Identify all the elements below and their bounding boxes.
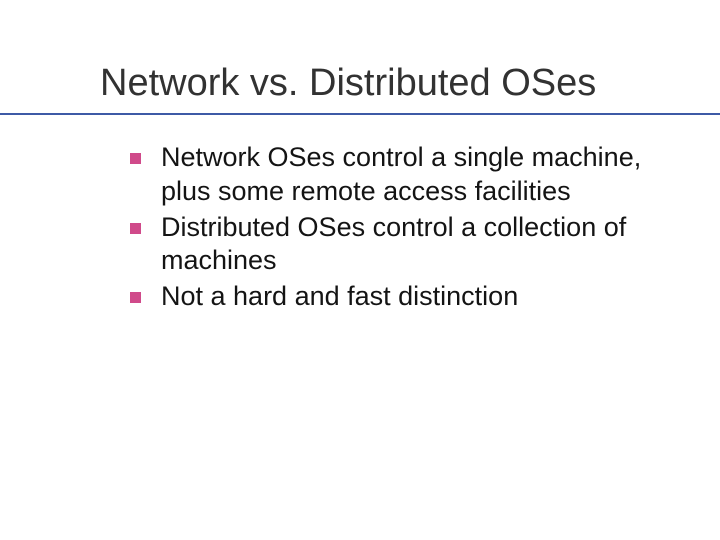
bullet-item: Not a hard and fast distinction — [130, 280, 680, 314]
slide: Network vs. Distributed OSes Network OSe… — [0, 0, 720, 540]
square-bullet-icon — [130, 153, 141, 164]
bullet-item: Network OSes control a single machine, p… — [130, 141, 680, 209]
bullet-text: Network OSes control a single machine, p… — [161, 141, 680, 209]
square-bullet-icon — [130, 223, 141, 234]
square-bullet-icon — [130, 292, 141, 303]
slide-body: Network OSes control a single machine, p… — [0, 115, 720, 314]
bullet-text: Distributed OSes control a collection of… — [161, 211, 680, 279]
bullet-text: Not a hard and fast distinction — [161, 280, 680, 314]
bullet-item: Distributed OSes control a collection of… — [130, 211, 680, 279]
title-underline: Network vs. Distributed OSes — [0, 62, 720, 115]
slide-title: Network vs. Distributed OSes — [100, 62, 690, 105]
